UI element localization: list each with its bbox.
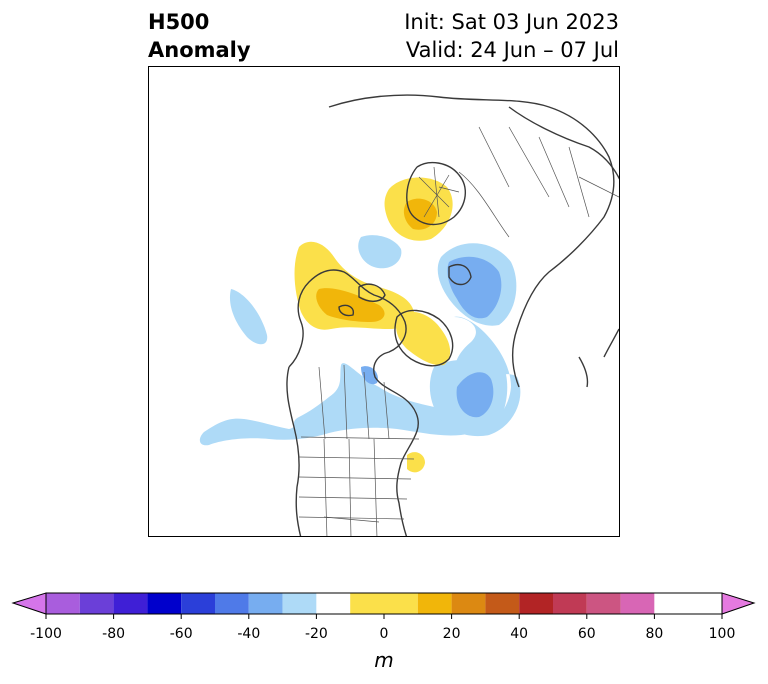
border-canada-us [300,436,420,440]
colorbar-tick-label: -60 [169,626,193,642]
border-us-states [298,438,415,536]
title-right: Init: Sat 03 Jun 2023 Valid: 24 Jun – 07… [404,8,619,64]
coastline-asia-east [508,106,619,180]
valid-range: Valid: 24 Jun – 07 Jul [405,38,619,62]
anomaly-contour-east-us [407,452,425,473]
colorbar-segment [147,593,182,614]
anomaly-core-labrador [456,372,494,418]
colorbar-tick-label: 100 [708,626,736,642]
anomaly-core-siberia [447,256,502,319]
colorbar-segment [181,593,215,614]
colorbar-tick-label: 40 [510,626,529,642]
colorbar-segment [46,593,80,614]
colorbar-tick-label: 60 [577,626,596,642]
anomaly-map [199,94,619,536]
colorbar-tick-label: -100 [30,626,62,642]
colorbar-segment [316,593,351,614]
colorbar-segment [215,593,249,614]
coastlines [286,94,619,536]
colorbar-segment [485,593,520,614]
positive-anomaly-core [316,198,437,322]
colorbar-unit-label: m [374,648,394,672]
coastline-greenland-east [448,264,472,286]
colorbar-segment [451,593,486,614]
colorbar-segment [248,593,283,614]
title-left: H500 Anomaly [148,8,251,64]
colorbar-segment [620,593,655,614]
title-field: Anomaly [148,38,251,62]
border-russia [458,171,510,238]
colorbar-tick-label: 80 [645,626,664,642]
coastline-arctic-islands [338,283,386,317]
title-variable: H500 [148,10,210,34]
colorbar-segment [688,593,722,614]
border-mexico [323,516,380,523]
negative-anomaly-core [361,256,502,418]
coastline-north-america [288,269,419,536]
colorbar-tick-label: 20 [442,626,461,642]
anomaly-contour-greenland [396,311,451,366]
colorbar-tick-label: -80 [102,626,126,642]
coastline-greenland [394,309,454,367]
colorbar-segment [282,593,317,614]
colorbar-segment [586,593,621,614]
colorbar-tick-label: 0 [379,626,389,642]
colorbar-segment [79,593,114,614]
political-borders [298,126,619,536]
anomaly-core-alaska [316,288,385,322]
border-europe-countries [418,166,460,218]
colorbar-segment [519,593,553,614]
map-panel [148,66,620,537]
colorbar-segment [654,593,689,614]
colorbar-overflow-triangle [721,592,756,615]
border-asia [478,126,619,218]
coastline-iceland [578,356,589,388]
colorbar-segment [350,593,418,614]
coastline-europe [406,161,466,226]
colorbar-segment [553,593,587,614]
colorbar-segments [46,593,722,614]
border-provinces [318,364,390,440]
colorbar-tick-label: -20 [304,626,328,642]
anomaly-contour-pacific [229,289,268,345]
coastline-japan [603,328,619,358]
coastline-west-coast [286,366,302,536]
colorbar-ticks [45,614,723,619]
colorbar-segment [417,593,452,614]
colorbar [11,592,756,619]
colorbar-underflow-triangle [11,592,47,615]
init-date: Init: Sat 03 Jun 2023 [404,10,619,34]
anomaly-core-scandinavia [403,198,437,230]
colorbar-tick-label: -40 [237,626,261,642]
anomaly-contour-beaufort [358,235,402,269]
colorbar-segment [113,593,148,614]
